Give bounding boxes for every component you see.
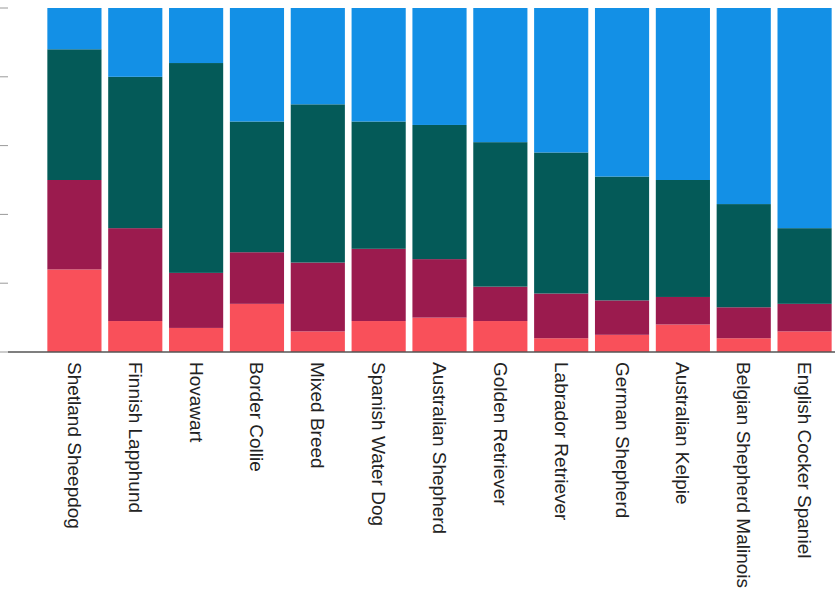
x-axis [8,351,835,353]
bar-segment [656,8,710,180]
bar-segment [534,294,588,339]
y-tick [0,283,8,284]
bar-segment [47,8,101,49]
bar-segment [230,304,284,352]
bar-segment [291,104,345,262]
bar-segment [778,8,832,228]
x-tick-label: Spanish Water Dog [368,362,389,526]
bar-segment [47,180,101,269]
bar-segment [717,8,771,204]
bar-segment [352,122,406,249]
bar-segment [230,252,284,304]
x-tick-label: Golden Retriever [490,362,511,506]
bar-segment [412,125,466,259]
bar-segment [595,300,649,334]
bar-segment [352,321,406,352]
bar-segment [108,77,162,228]
bar-segment [412,259,466,317]
bar-segment [47,269,101,352]
bar-segment [412,8,466,125]
bar-segment [169,8,223,63]
bar-segment [656,180,710,297]
bar-segment [656,297,710,325]
bar-segment [291,263,345,332]
bar-segment [291,8,345,104]
bar-segment [412,318,466,352]
bar-segment [108,8,162,77]
bar-segment [656,324,710,352]
y-tick [0,8,8,9]
bar-segment [534,8,588,152]
bar-segment [473,8,527,142]
bar-segment [108,228,162,321]
bars [47,8,831,352]
bar-segment [778,304,832,332]
x-tick-label: Shetland Sheepdog [64,362,85,529]
x-tick-label: Belgian Shepherd Malinois [733,362,754,588]
y-tick [0,352,8,353]
x-tick-label: English Cocker Spaniel [794,362,815,558]
x-tick-label: Australian Shepherd [429,362,450,534]
x-tick-label: Hovawart [186,362,207,443]
bar-segment [291,331,345,352]
bar-segment [230,122,284,253]
bar-segment [717,307,771,338]
bar-segment [352,8,406,122]
bar-segment [595,8,649,177]
bar-segment [108,321,162,352]
bar-segment [473,321,527,352]
y-tick [0,145,8,146]
x-tick-label: Labrador Retriever [551,362,572,521]
bar-segment [778,331,832,352]
bar-segment [717,204,771,307]
x-tick-label: Border Collie [246,362,267,472]
bar-segment [230,8,284,122]
bar-segment [717,338,771,352]
bar-segment [595,335,649,352]
bar-segment [778,228,832,304]
bar-segment [473,142,527,286]
x-tick-label: Finnish Lapphund [125,362,146,513]
x-tick-label: Australian Kelpie [672,362,693,505]
bar-segment [595,177,649,301]
x-tick-label: German Shepherd [612,362,633,518]
bar-segment [169,273,223,328]
bar-segment [47,49,101,180]
y-tick [0,76,8,77]
chart-container: Shetland Sheepdog Finnish Lapphund Hovawar… [0,0,839,611]
bar-segment [169,328,223,352]
bar-segment [352,249,406,321]
chart-svg: Shetland Sheepdog Finnish Lapphund Hovawar… [0,0,839,611]
x-tick-label: Mixed Breed [307,362,328,469]
bar-segment [169,63,223,273]
bar-segment [534,152,588,293]
y-tick [0,214,8,215]
bar-segment [473,287,527,321]
bar-segment [534,338,588,352]
